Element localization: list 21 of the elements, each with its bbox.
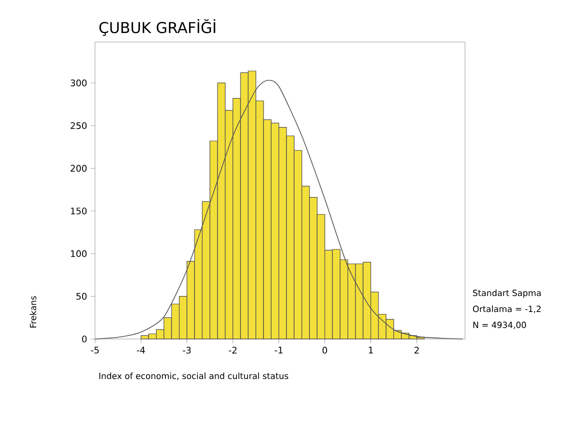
x-tick-label: 2 (414, 346, 419, 354)
x-tick-label: 0 (322, 346, 328, 354)
x-tick-label: -5 (90, 346, 99, 354)
y-tick-label: 250 (70, 122, 87, 130)
x-tick-label: -4 (136, 346, 145, 354)
x-tick-label: 1 (368, 346, 373, 354)
y-tick-label: 300 (70, 80, 87, 86)
x-tick-label: -2 (228, 346, 236, 354)
chart-title: ÇUBUK GRAFİĞİ (99, 19, 216, 36)
y-tick-label: 0 (82, 336, 87, 342)
text: N = 4934,00 (473, 322, 526, 329)
x-tick-label: -1 (274, 346, 283, 354)
x-tick-label: -3 (182, 346, 191, 354)
x-axis-title: Index of economic, social and cultural status (99, 372, 288, 380)
y-axis-title: Frekans (30, 296, 36, 328)
y-tick-label: 50 (76, 292, 87, 300)
y-tick-label: 100 (71, 250, 87, 258)
y-tick-label: 150 (71, 208, 87, 214)
text: Standart Sapma (473, 290, 541, 298)
text: Ortalama = -1,2 (473, 306, 541, 313)
y-tick-label: 200 (70, 164, 87, 172)
